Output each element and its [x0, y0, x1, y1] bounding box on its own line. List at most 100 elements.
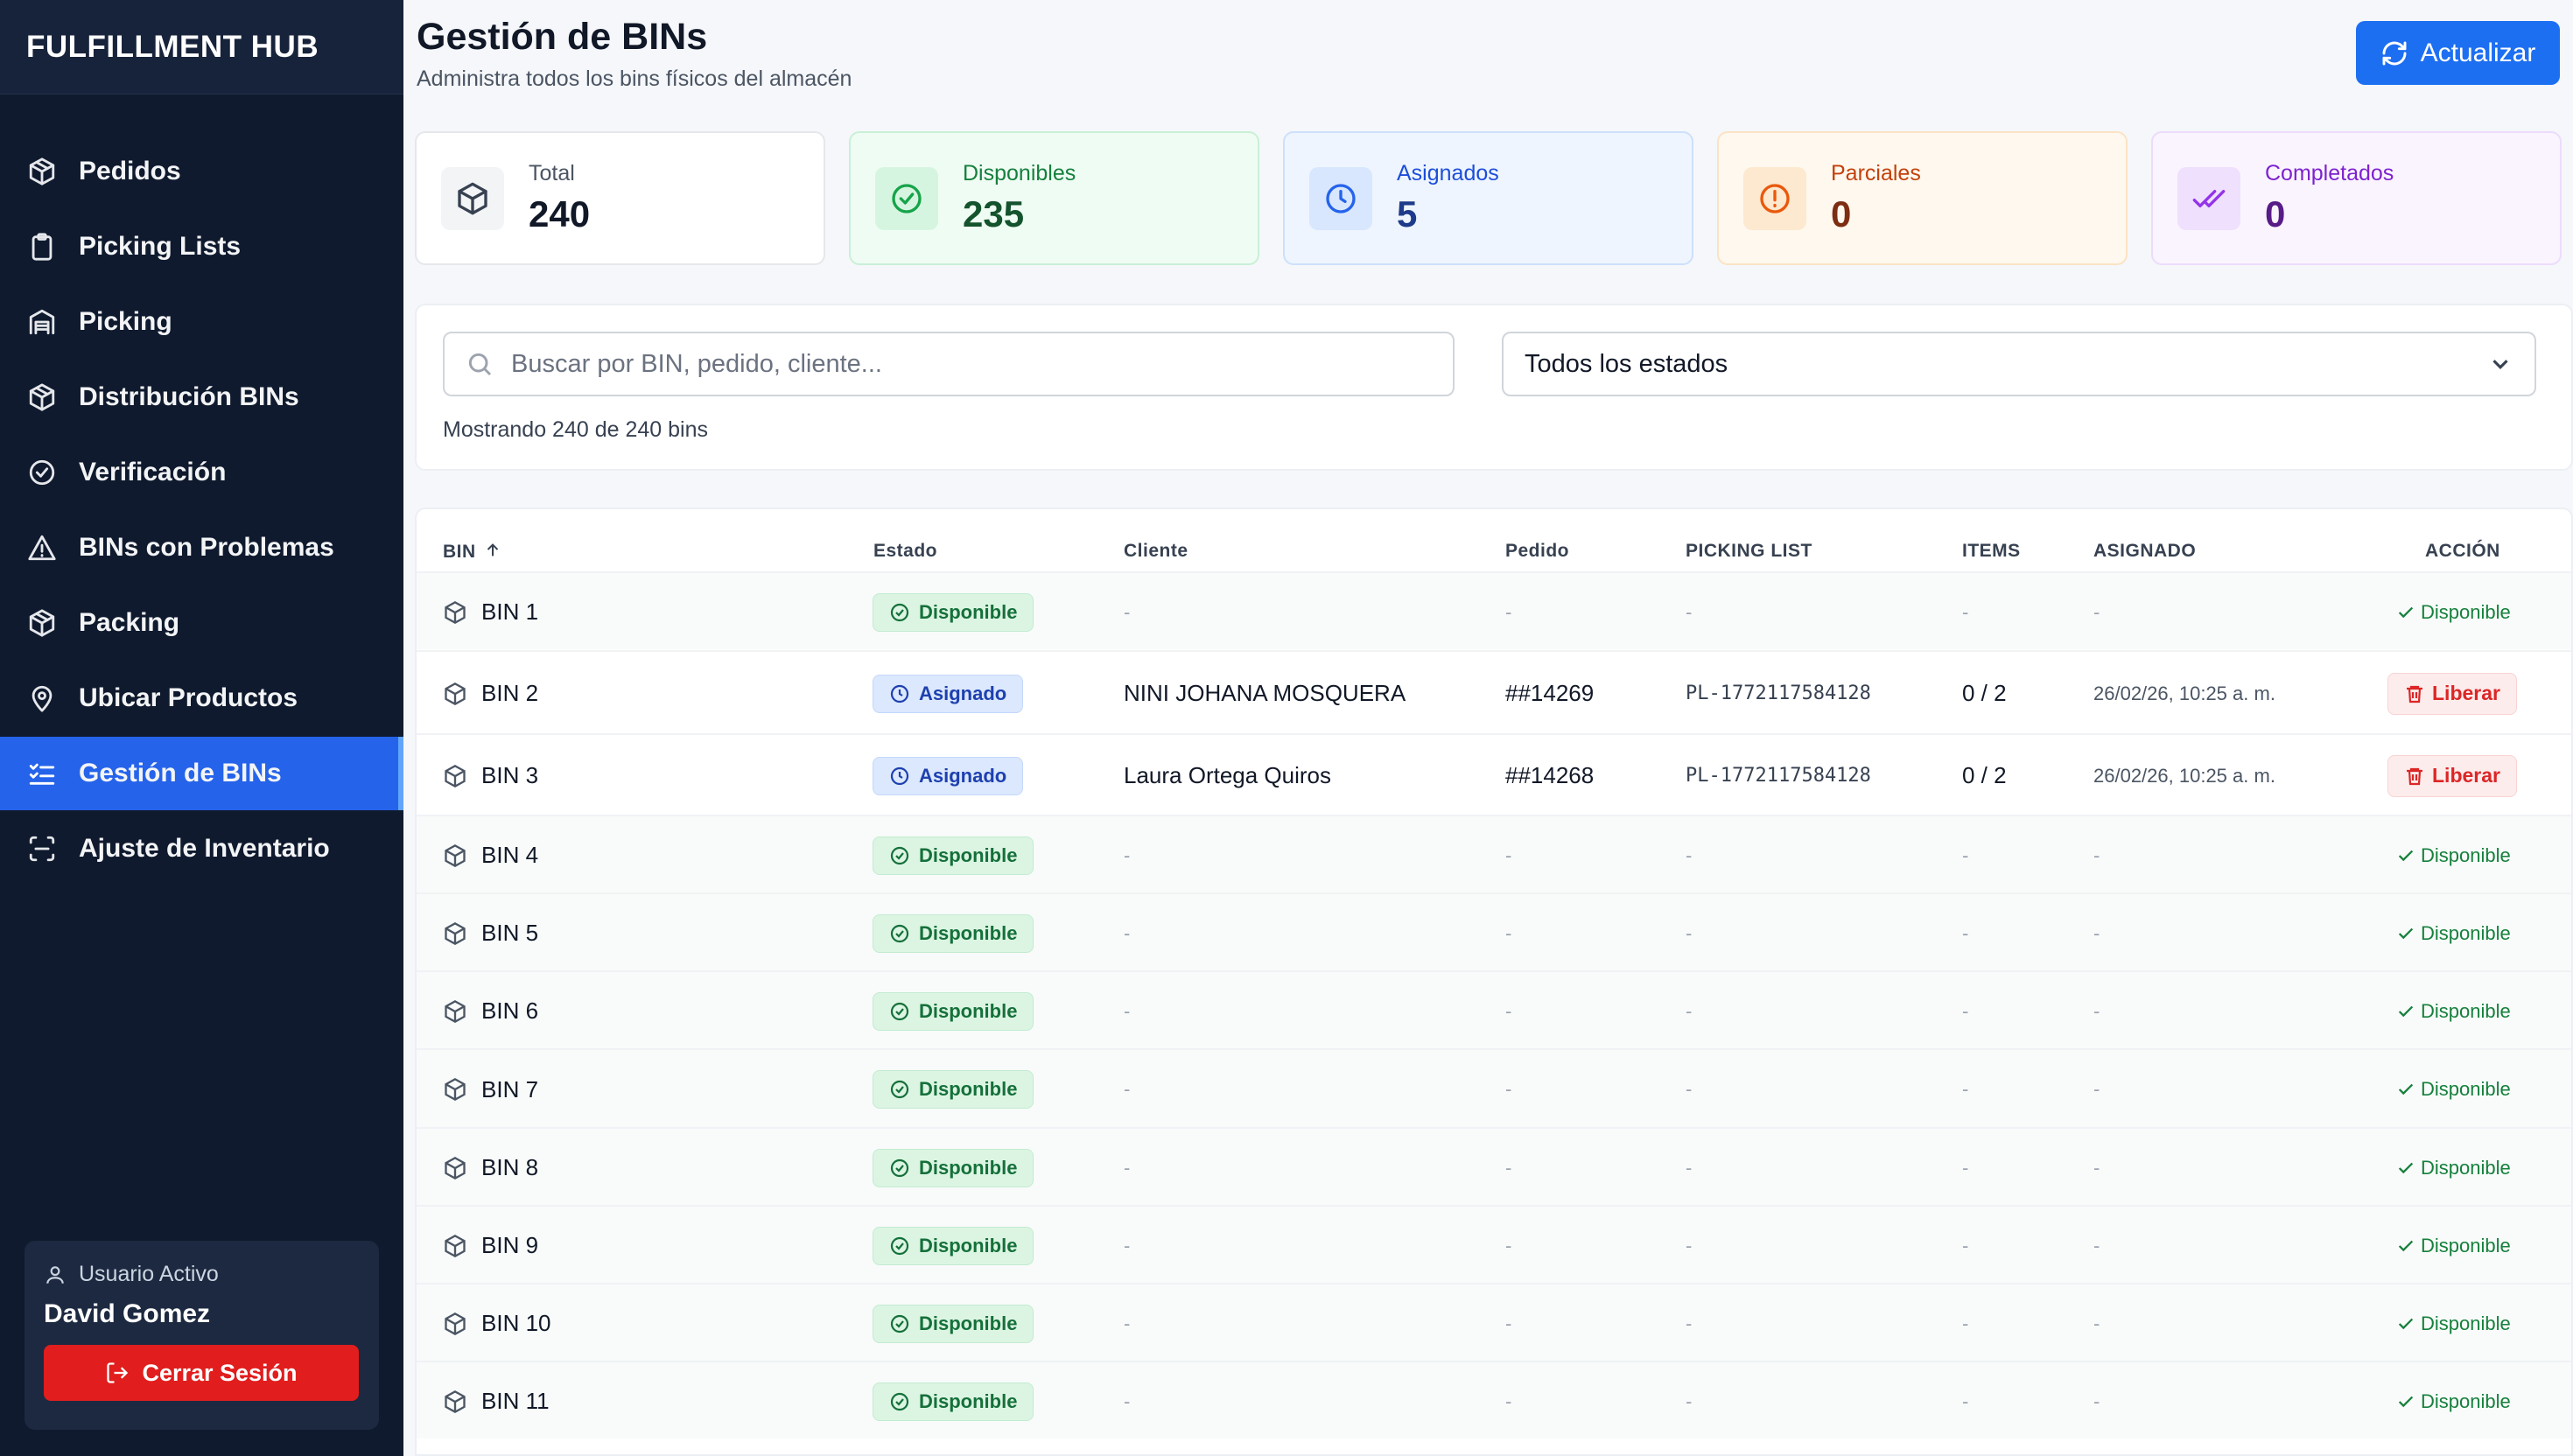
assigned-date-cell: -: [2093, 844, 2100, 866]
status-filter-select[interactable]: Todos los estados: [1502, 332, 2536, 396]
items-cell: -: [1962, 600, 1969, 623]
sidebar-item-packing[interactable]: Packing: [0, 586, 403, 660]
action-available-label: Disponible: [2396, 1077, 2511, 1102]
status-badge: Asignado: [873, 756, 1024, 795]
sidebar-item-icon: [26, 457, 58, 488]
sidebar-item-label: Verificación: [79, 458, 227, 486]
user-label: Usuario Activo: [79, 1262, 219, 1286]
assigned-date-cell: -: [2093, 999, 2100, 1022]
box-icon: [445, 764, 466, 788]
order-cell: ##14268: [1505, 762, 1595, 788]
table-row: BIN 1 Disponible - - - - - Disponible: [417, 571, 2571, 649]
stat-label: Total: [529, 161, 575, 186]
check-circle-icon: [890, 603, 909, 621]
sidebar-item-icon: [26, 382, 58, 413]
sidebar-item-icon: [26, 833, 58, 864]
order-cell: -: [1505, 600, 1512, 623]
logout-button[interactable]: Cerrar Sesión: [44, 1345, 359, 1401]
picking-list-cell: PL-1772117584128: [1686, 682, 1871, 704]
stat-card-parciales: Parciales 0: [1717, 131, 2128, 265]
action-available-label: Disponible: [2396, 1390, 2511, 1414]
order-cell: -: [1505, 1234, 1512, 1256]
picking-list-cell: -: [1686, 999, 1693, 1022]
stat-card-completados: Completados 0: [2151, 131, 2562, 265]
release-bin-button[interactable]: Liberar: [2387, 672, 2517, 715]
stat-icon-wrap: [1309, 166, 1372, 230]
status-badge: Disponible: [873, 1382, 1034, 1421]
map-pin-icon: [32, 685, 53, 712]
client-cell: -: [1124, 1078, 1131, 1100]
items-cell: 0 / 2: [1962, 680, 2007, 706]
assigned-date-cell: -: [2093, 1234, 2100, 1256]
client-cell: -: [1124, 999, 1131, 1022]
logout-icon: [107, 1362, 129, 1383]
table-row: BIN 4 Disponible - - - - - Disponible: [417, 815, 2571, 892]
bin-cell: BIN 8: [443, 1129, 538, 1207]
check-icon: [2398, 928, 2414, 939]
sidebar-item-picking-lists[interactable]: Picking Lists: [0, 210, 403, 284]
sidebar-item-distribucion-bins[interactable]: Distribución BINs: [0, 360, 403, 434]
order-cell: -: [1505, 1390, 1512, 1412]
status-badge: Disponible: [873, 1226, 1034, 1265]
sidebar-item-picking[interactable]: Picking: [0, 285, 403, 359]
items-cell: -: [1962, 921, 1969, 944]
check-icon: [2398, 1083, 2414, 1096]
client-cell: -: [1124, 1234, 1131, 1256]
sidebar-item-verificacion[interactable]: Verificación: [0, 436, 403, 509]
box-icon: [445, 1390, 466, 1413]
logout-label: Cerrar Sesión: [142, 1359, 298, 1386]
box-icon: [445, 921, 466, 945]
items-cell: -: [1962, 1312, 1969, 1334]
sidebar-item-label: Picking Lists: [79, 232, 242, 261]
picking-list-cell: -: [1686, 921, 1693, 944]
sidebar-item-ubicar-productos[interactable]: Ubicar Productos: [0, 662, 403, 735]
alert-circle-icon: [1760, 183, 1790, 214]
search-box[interactable]: [443, 332, 1455, 396]
sidebar-item-gestion-de-bins[interactable]: Gestión de BINs: [0, 737, 403, 810]
table-row: BIN 2 Asignado NINI JOHANA MOSQUERA ##14269…: [417, 650, 2571, 733]
brand-title: FULFILLMENT HUB: [0, 0, 403, 94]
action-available-label: Disponible: [2396, 1234, 2511, 1258]
search-input[interactable]: [511, 349, 1430, 379]
bin-cell: BIN 3: [443, 735, 538, 816]
order-cell: -: [1505, 1156, 1512, 1179]
refresh-button[interactable]: Actualizar: [2356, 21, 2560, 85]
chevron-down-icon: [2492, 360, 2508, 369]
release-bin-button[interactable]: Liberar: [2387, 754, 2517, 797]
order-cell: -: [1505, 1078, 1512, 1100]
sidebar-item-icon: [26, 607, 58, 639]
th-bin[interactable]: BIN: [443, 541, 502, 563]
sidebar-item-label: Picking: [79, 307, 172, 336]
sidebar-item-label: BINs con Problemas: [79, 533, 334, 562]
sidebar-item-pedidos[interactable]: Pedidos: [0, 135, 403, 208]
table-row: BIN 10 Disponible - - - - - Disponible: [417, 1283, 2571, 1361]
table-row: BIN 11 Disponible - - - - - Disponible: [417, 1361, 2571, 1438]
main-content: Gestión de BINs Administra todos los bin…: [403, 0, 2573, 1456]
action-available-label: Disponible: [2396, 600, 2511, 625]
th-estado: Estado: [873, 541, 938, 561]
box-icon: [445, 999, 466, 1023]
sidebar-item-ajuste-de-inventario[interactable]: Ajuste de Inventario: [0, 812, 403, 886]
box-icon: [445, 1312, 466, 1335]
user-icon: [46, 1265, 64, 1284]
box-icon: [445, 600, 466, 624]
list-checks-icon: [29, 763, 55, 785]
stat-card-asignados: Asignados 5: [1283, 131, 1693, 265]
box-icon: [445, 1077, 466, 1102]
sidebar-item-bins-con-problemas[interactable]: BINs con Problemas: [0, 511, 403, 584]
sidebar-item-icon: [26, 758, 58, 789]
assigned-date-cell: -: [2093, 921, 2100, 944]
check-circle-icon: [890, 846, 909, 864]
sidebar-item-icon: [26, 682, 58, 714]
th-items: ITEMS: [1962, 541, 2021, 561]
sidebar: FULFILLMENT HUB Pedidos Picking Lists Pick…: [0, 0, 403, 1456]
client-cell: -: [1124, 1156, 1131, 1179]
box-icon: [445, 1234, 466, 1257]
clock-icon: [1326, 183, 1356, 214]
client-cell: Laura Ortega Quiros: [1124, 762, 1332, 788]
items-cell: -: [1962, 844, 1969, 866]
check-circle-icon: [890, 1080, 909, 1099]
box-icon: [445, 1156, 466, 1180]
arrow-up-icon: [487, 543, 498, 556]
results-count: Mostrando 240 de 240 bins: [443, 417, 708, 442]
